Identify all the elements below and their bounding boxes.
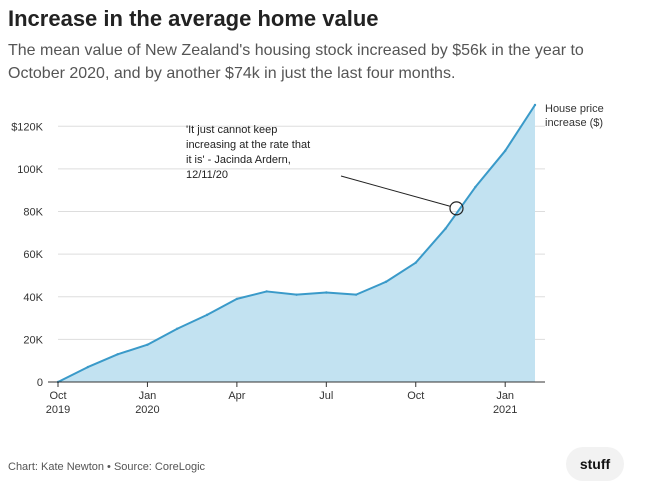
y-tick-label: 80K (23, 207, 43, 219)
chart-credit: Chart: Kate Newton • Source: CoreLogic (8, 461, 206, 473)
y-tick-label: 40K (23, 292, 43, 304)
annotation-text: increasing at the rate that (186, 139, 310, 151)
y-tick-label: 20K (23, 334, 43, 346)
y-tick-label: 60K (23, 249, 43, 261)
data-point (414, 261, 417, 264)
chart-subtitle: The mean value of New Zealand's housing … (8, 42, 584, 82)
annotation-text: 12/11/20 (186, 169, 228, 181)
data-point (533, 103, 537, 107)
data-point (116, 353, 119, 356)
x-tick-year-label: 2020 (135, 404, 159, 416)
data-point (205, 313, 209, 317)
data-point (146, 343, 149, 346)
y-tick-label: $120K (11, 121, 43, 133)
x-tick-label: Jul (319, 390, 333, 402)
data-point (325, 291, 328, 294)
series-area (58, 105, 535, 382)
x-tick-label: Jan (139, 390, 157, 402)
stuff-logo[interactable]: stuff (566, 447, 624, 481)
data-point (176, 327, 179, 330)
x-tick-label: Oct (49, 390, 66, 402)
x-tick-label: Oct (407, 390, 424, 402)
x-tick-year-label: 2019 (46, 404, 70, 416)
series-name-label: House price (545, 103, 604, 115)
data-point (354, 293, 358, 296)
x-tick-year-label: 2021 (493, 404, 517, 416)
x-tick-label: Jan (496, 390, 514, 402)
y-tick-label: 100K (17, 164, 43, 176)
annotation-circle (449, 201, 464, 216)
series-name-label: increase ($) (545, 117, 603, 129)
x-tick-label: Apr (228, 390, 245, 402)
data-point (384, 280, 388, 284)
annotation-text: 'It just cannot keep (186, 124, 277, 136)
data-point (295, 293, 298, 296)
annotation-text: it is' - Jacinda Ardern, (186, 154, 291, 166)
data-point (265, 290, 268, 293)
data-point (474, 185, 477, 189)
annotation-leader-line (340, 175, 451, 207)
chart-title: Increase in the average home value (8, 6, 379, 31)
data-point (235, 297, 239, 301)
data-point (503, 149, 507, 153)
y-tick-label: 0 (37, 377, 43, 389)
data-point (86, 365, 90, 369)
data-point (444, 227, 447, 230)
